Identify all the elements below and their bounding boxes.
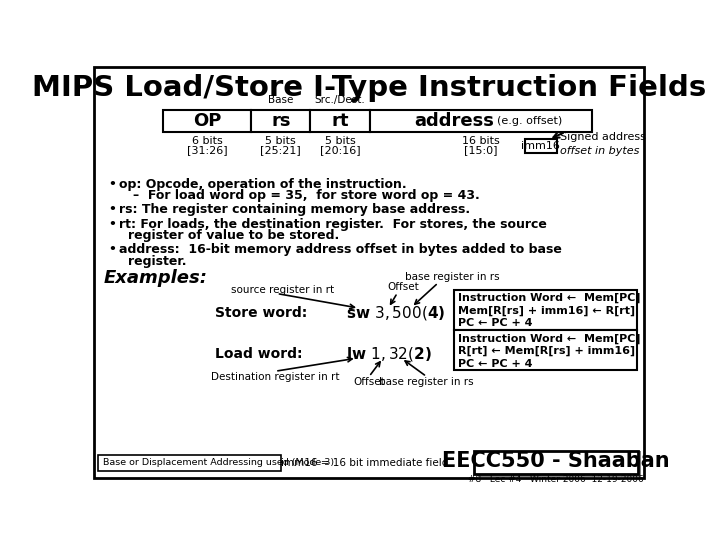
Bar [474,450,638,474]
Bar [370,110,593,132]
Bar [477,450,641,477]
Bar [98,455,282,470]
Text: offset in bytes: offset in bytes [560,146,639,156]
Text: EECC550 - Shaaban: EECC550 - Shaaban [442,451,670,471]
Text: Signed address: Signed address [560,132,646,142]
Text: base register in rs: base register in rs [379,377,474,387]
Text: op: Opcode, operation of the instruction.: op: Opcode, operation of the instruction… [119,178,406,191]
Text: source register in rt: source register in rt [231,285,334,295]
Text: [25:21]: [25:21] [261,145,301,156]
Text: lw $1, 32($2): lw $1, 32($2) [346,345,431,362]
Text: Mem[R[rs] + imm16] ← R[rt]: Mem[R[rs] + imm16] ← R[rt] [459,305,636,315]
Text: rs: The register containing memory base address.: rs: The register containing memory base … [119,203,470,216]
Text: 6 bits: 6 bits [192,136,222,146]
Text: (e.g. offset): (e.g. offset) [498,116,562,126]
Text: –  For load word op = 35,  for store word op = 43.: – For load word op = 35, for store word … [132,189,480,202]
Text: •: • [109,178,117,191]
Text: Base or Displacement Addressing used (Mode 3): Base or Displacement Addressing used (Mo… [102,458,333,468]
Text: Instruction Word ←  Mem[PC]: Instruction Word ← Mem[PC] [459,293,641,303]
Text: PC ← PC + 4: PC ← PC + 4 [459,318,533,328]
Text: address: address [415,112,494,130]
Bar [454,289,637,330]
Text: MIPS Load/Store I-Type Instruction Fields: MIPS Load/Store I-Type Instruction Field… [32,74,706,102]
Text: imm16: imm16 [521,141,560,151]
Text: register.: register. [128,255,186,268]
Text: Load word:: Load word: [215,347,302,361]
Text: PC ← PC + 4: PC ← PC + 4 [459,359,533,369]
Text: R[rt] ← Mem[R[rs] + imm16]: R[rt] ← Mem[R[rs] + imm16] [459,346,636,356]
Text: Base: Base [268,95,294,105]
Text: Store word:: Store word: [215,306,307,320]
Text: 5 bits: 5 bits [266,136,296,146]
Text: rt: For loads, the destination register.  For stores, the source: rt: For loads, the destination register.… [119,218,546,231]
Bar [163,110,251,132]
Bar [310,110,370,132]
Text: 16 bits: 16 bits [462,136,500,146]
Text: imm16 = 16 bit immediate field: imm16 = 16 bit immediate field [282,458,449,468]
Text: •: • [109,243,117,256]
Text: rt: rt [331,112,349,130]
Text: •: • [109,203,117,216]
Text: [20:16]: [20:16] [320,145,361,156]
Text: OP: OP [193,112,221,130]
Bar [454,330,637,370]
Text: register of value to be stored.: register of value to be stored. [128,230,339,242]
Bar [525,139,557,153]
Text: rs: rs [271,112,291,130]
Text: address:  16-bit memory address offset in bytes added to base: address: 16-bit memory address offset in… [119,243,562,256]
Text: base register in rs: base register in rs [405,272,500,281]
Text: #8   Lec #4   Winter 2006  12-19-2006: #8 Lec #4 Winter 2006 12-19-2006 [468,475,644,483]
Text: Instruction Word ←  Mem[PC]: Instruction Word ← Mem[PC] [459,334,641,344]
Text: Offset: Offset [353,377,385,387]
Text: 5 bits: 5 bits [325,136,356,146]
Text: [15:0]: [15:0] [464,145,498,156]
Text: Src./Dest.: Src./Dest. [315,95,366,105]
Text: Destination register in rt: Destination register in rt [211,372,339,382]
Text: [31:26]: [31:26] [186,145,228,156]
Text: sw $3, 500($4): sw $3, 500($4) [346,303,445,322]
Text: Examples:: Examples: [104,269,207,287]
Text: Offset: Offset [388,281,420,292]
Bar [251,110,310,132]
Text: •: • [109,218,117,231]
